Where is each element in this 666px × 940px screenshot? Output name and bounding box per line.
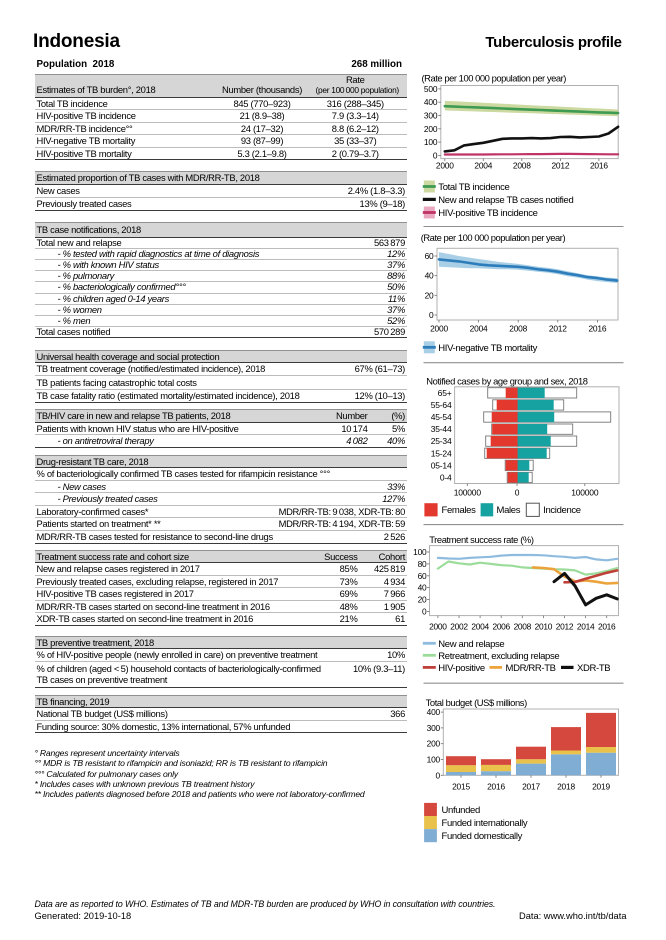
- svg-text:2010: 2010: [535, 622, 553, 632]
- svg-text:100000: 100000: [454, 488, 482, 498]
- svg-text:300: 300: [427, 723, 441, 733]
- svg-text:XDR-TB: XDR-TB: [577, 663, 610, 674]
- svg-text:2000: 2000: [436, 161, 454, 171]
- svg-text:60: 60: [425, 251, 434, 261]
- svg-text:100: 100: [424, 137, 438, 147]
- svg-text:New and relapse: New and relapse: [438, 639, 504, 650]
- svg-text:Retreatment, excluding relapse: Retreatment, excluding relapse: [438, 651, 559, 662]
- svg-text:0-4: 0-4: [440, 473, 452, 483]
- svg-text:Tuberculosis profile: Tuberculosis profile: [485, 34, 621, 51]
- svg-text:2016: 2016: [487, 782, 505, 792]
- svg-text:35-44: 35-44: [431, 424, 452, 434]
- svg-text:400: 400: [427, 707, 441, 717]
- svg-text:Males: Males: [497, 505, 521, 516]
- svg-text:100: 100: [413, 547, 427, 557]
- svg-text:2004: 2004: [474, 161, 492, 171]
- svg-text:2000: 2000: [429, 622, 447, 632]
- svg-text:20: 20: [418, 595, 427, 605]
- svg-text:0: 0: [515, 488, 520, 498]
- svg-text:2014: 2014: [577, 622, 595, 632]
- svg-text:Unfunded: Unfunded: [442, 805, 480, 816]
- svg-text:65+: 65+: [438, 388, 452, 398]
- svg-text:05-14: 05-14: [431, 460, 452, 470]
- svg-text:500: 500: [424, 84, 438, 94]
- svg-text:HIV-positive: HIV-positive: [438, 663, 485, 674]
- svg-text:400: 400: [424, 97, 438, 107]
- svg-text:MDR/RR-TB: MDR/RR-TB: [506, 663, 556, 674]
- svg-text:2004: 2004: [471, 622, 489, 632]
- svg-text:New and relapse TB cases notif: New and relapse TB cases notified: [438, 195, 573, 206]
- svg-text:HIV-negative TB mortality: HIV-negative TB mortality: [438, 343, 537, 354]
- svg-text:45-54: 45-54: [431, 412, 452, 422]
- svg-text:0: 0: [436, 770, 441, 780]
- svg-text:2016: 2016: [588, 324, 606, 334]
- svg-text:Total TB incidence: Total TB incidence: [438, 182, 509, 193]
- svg-text:Funded domestically: Funded domestically: [442, 831, 523, 842]
- svg-text:0: 0: [429, 310, 434, 320]
- svg-text:Treatment success rate (%): Treatment success rate (%): [429, 534, 534, 545]
- svg-text:2018: 2018: [557, 782, 575, 792]
- svg-text:2012: 2012: [556, 622, 574, 632]
- svg-text:Funded internationally: Funded internationally: [442, 818, 528, 829]
- svg-text:(Rate per 100 000 population p: (Rate per 100 000 population per year): [421, 232, 566, 243]
- svg-text:2016: 2016: [590, 161, 608, 171]
- svg-text:2008: 2008: [514, 622, 532, 632]
- svg-text:2006: 2006: [492, 622, 510, 632]
- svg-text:0: 0: [422, 606, 427, 616]
- svg-text:40: 40: [418, 583, 427, 593]
- svg-text:2019: 2019: [592, 782, 610, 792]
- svg-text:2015: 2015: [452, 782, 470, 792]
- svg-text:2012: 2012: [551, 161, 569, 171]
- svg-text:2000: 2000: [430, 324, 448, 334]
- svg-text:2002: 2002: [450, 622, 468, 632]
- svg-text:Females: Females: [442, 505, 477, 516]
- svg-text:Incidence: Incidence: [543, 505, 581, 516]
- svg-text:HIV-positive TB incidence: HIV-positive TB incidence: [438, 208, 537, 219]
- svg-text:80: 80: [418, 559, 427, 569]
- svg-text:20: 20: [425, 290, 434, 300]
- svg-text:Notified cases by age group an: Notified cases by age group and sex, 201…: [426, 376, 588, 387]
- svg-text:2008: 2008: [509, 324, 527, 334]
- svg-text:25-34: 25-34: [431, 436, 452, 446]
- svg-text:2016: 2016: [598, 622, 616, 632]
- svg-text:100000: 100000: [571, 488, 599, 498]
- svg-text:2004: 2004: [470, 324, 488, 334]
- svg-text:Total budget (US$ millions): Total budget (US$ millions): [426, 697, 528, 708]
- svg-text:200: 200: [424, 124, 438, 134]
- svg-text:40: 40: [425, 271, 434, 281]
- svg-text:0: 0: [433, 150, 438, 160]
- svg-text:(Rate per 100 000 population p: (Rate per 100 000 population per year): [422, 73, 567, 84]
- svg-text:2017: 2017: [522, 782, 540, 792]
- svg-text:2012: 2012: [549, 324, 567, 334]
- svg-text:60: 60: [418, 571, 427, 581]
- svg-text:15-24: 15-24: [431, 448, 452, 458]
- svg-text:2008: 2008: [513, 161, 531, 171]
- svg-text:200: 200: [427, 739, 441, 749]
- svg-text:55-64: 55-64: [431, 400, 452, 410]
- svg-text:100: 100: [427, 755, 441, 765]
- svg-text:300: 300: [424, 111, 438, 121]
